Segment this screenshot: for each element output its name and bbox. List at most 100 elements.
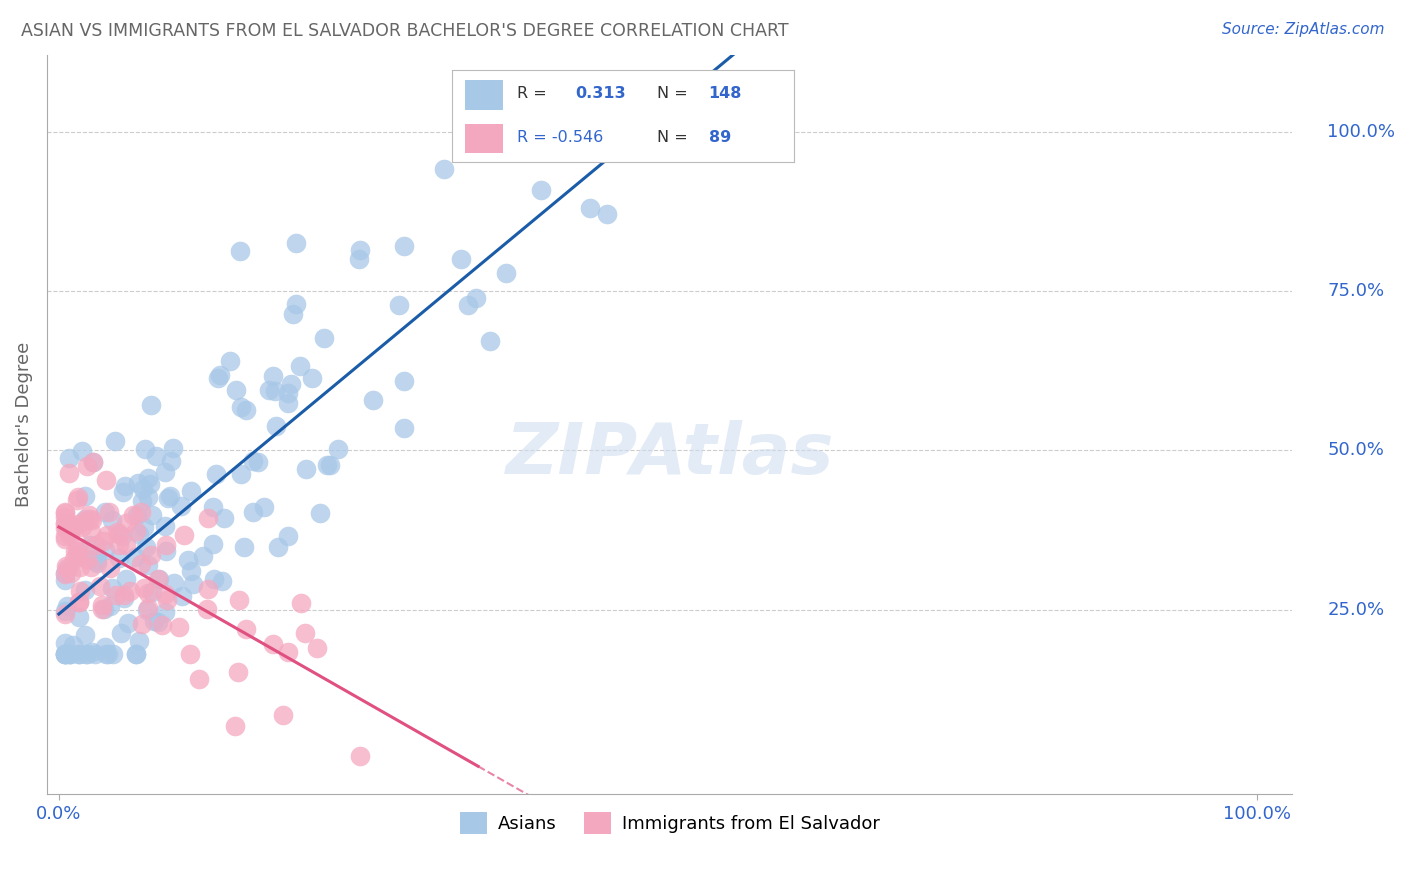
Point xyxy=(134,442,156,456)
Point xyxy=(394,239,416,253)
Point xyxy=(86,556,108,570)
Point xyxy=(159,489,181,503)
Point xyxy=(114,479,136,493)
Point xyxy=(155,519,177,533)
Point xyxy=(134,520,156,534)
Point xyxy=(232,540,254,554)
Point xyxy=(277,386,299,401)
Point xyxy=(108,527,131,541)
Y-axis label: Bachelor's Degree: Bachelor's Degree xyxy=(15,343,32,508)
Point xyxy=(495,266,517,280)
Point xyxy=(388,298,411,312)
Point xyxy=(135,541,157,555)
Point xyxy=(231,400,253,414)
Point xyxy=(201,500,224,515)
Point xyxy=(277,396,299,410)
Point xyxy=(112,591,135,605)
Point xyxy=(183,577,205,591)
Point xyxy=(280,377,302,392)
Point xyxy=(180,564,202,578)
Point xyxy=(134,581,156,595)
Point xyxy=(55,563,77,577)
Point xyxy=(94,542,117,557)
Point xyxy=(146,572,169,586)
Point xyxy=(131,616,153,631)
Text: ZIPAtlas: ZIPAtlas xyxy=(505,420,834,489)
Point xyxy=(89,578,111,592)
Point xyxy=(79,538,101,552)
Point xyxy=(143,614,166,628)
Point xyxy=(94,505,117,519)
Point xyxy=(155,606,177,620)
Point xyxy=(579,201,602,215)
Point xyxy=(76,458,98,473)
Point xyxy=(193,549,215,564)
Point xyxy=(319,458,342,472)
Point xyxy=(58,647,80,661)
Point xyxy=(63,543,86,558)
Point xyxy=(82,513,104,527)
Point xyxy=(169,620,191,634)
Point xyxy=(101,581,124,595)
Text: ASIAN VS IMMIGRANTS FROM EL SALVADOR BACHELOR'S DEGREE CORRELATION CHART: ASIAN VS IMMIGRANTS FROM EL SALVADOR BAC… xyxy=(21,22,789,40)
Point xyxy=(58,527,80,541)
Point xyxy=(295,461,318,475)
Point xyxy=(58,450,80,465)
Point xyxy=(228,592,250,607)
Point xyxy=(67,647,90,661)
Point xyxy=(136,490,159,504)
Point xyxy=(105,524,128,539)
Point xyxy=(207,370,229,384)
Point xyxy=(596,207,619,221)
Point xyxy=(76,647,98,661)
Point xyxy=(197,582,219,596)
Point xyxy=(309,506,332,520)
Point xyxy=(202,572,225,586)
Point xyxy=(138,477,160,491)
Point xyxy=(80,645,103,659)
Point xyxy=(53,505,76,519)
Point xyxy=(53,509,76,524)
Point xyxy=(107,538,129,552)
Point xyxy=(98,599,121,613)
Point xyxy=(91,533,114,548)
Point xyxy=(212,511,235,525)
Point xyxy=(69,549,91,563)
Point xyxy=(94,640,117,654)
Point xyxy=(73,512,96,526)
Point xyxy=(124,550,146,565)
Point xyxy=(59,647,82,661)
Point xyxy=(262,637,284,651)
Point xyxy=(53,647,76,661)
Point xyxy=(141,508,163,522)
Point xyxy=(59,566,82,580)
Point xyxy=(53,567,76,582)
Point xyxy=(529,183,551,197)
Text: Source: ZipAtlas.com: Source: ZipAtlas.com xyxy=(1222,22,1385,37)
Point xyxy=(115,538,138,552)
Point xyxy=(141,585,163,599)
Point xyxy=(121,508,143,523)
Point xyxy=(224,719,246,733)
Point xyxy=(55,635,77,649)
Point xyxy=(131,483,153,497)
Point xyxy=(66,493,89,508)
Point xyxy=(63,552,86,566)
Point xyxy=(277,645,299,659)
Point xyxy=(177,553,200,567)
Point xyxy=(128,634,150,648)
Point xyxy=(58,467,80,481)
Point xyxy=(101,647,124,661)
Point xyxy=(361,392,384,407)
Point xyxy=(114,572,136,586)
Point xyxy=(73,514,96,528)
Point xyxy=(162,441,184,455)
Point xyxy=(197,511,219,525)
Point xyxy=(67,516,90,531)
Point xyxy=(80,524,103,539)
Point xyxy=(69,584,91,599)
Point xyxy=(70,443,93,458)
Text: 25.0%: 25.0% xyxy=(1327,600,1385,618)
Point xyxy=(157,491,180,505)
Point xyxy=(67,610,90,624)
